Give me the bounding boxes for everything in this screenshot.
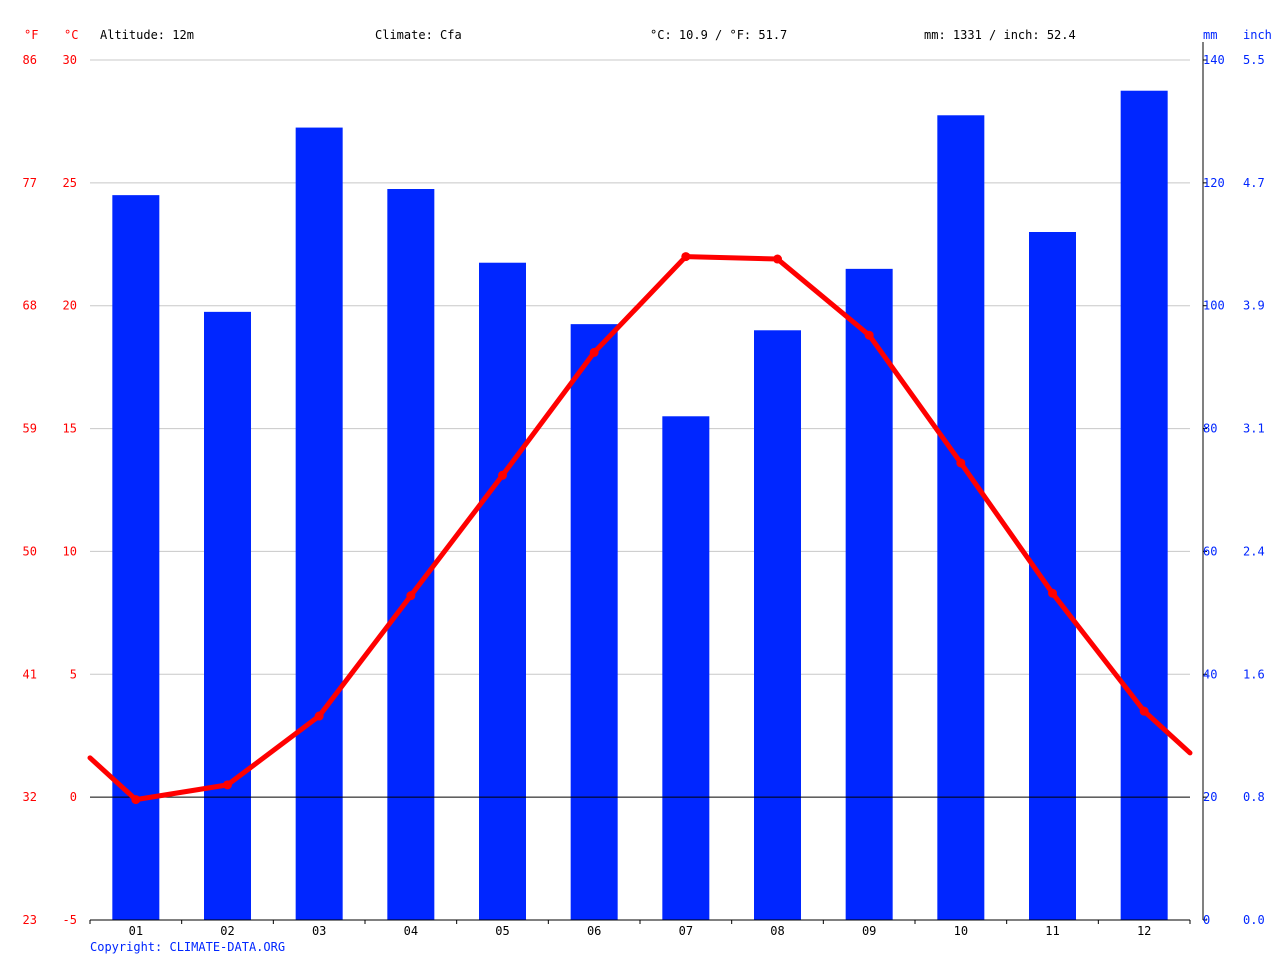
precip-bar-09 — [845, 268, 893, 920]
temp-point-05 — [498, 470, 507, 480]
temp-point-10 — [956, 458, 966, 468]
temp-point-06 — [589, 347, 599, 357]
x-tick-label: 02 — [220, 924, 234, 938]
tick-label-f: 86 — [23, 53, 37, 67]
tick-label-inch: 1.6 — [1243, 667, 1265, 681]
tick-label-c: 10 — [63, 544, 77, 558]
axes — [89, 42, 1207, 924]
tick-label-mm: 140 — [1203, 53, 1225, 67]
tick-label-f: 77 — [23, 176, 37, 190]
tick-label-inch: 5.5 — [1243, 53, 1265, 67]
x-tick-label: 04 — [404, 924, 418, 938]
tick-label-f: 41 — [23, 667, 37, 681]
tick-label-mm: 120 — [1203, 176, 1225, 190]
tick-label-f: 23 — [23, 913, 37, 927]
x-tick-label: 06 — [587, 924, 601, 938]
x-tick-label: 05 — [495, 924, 509, 938]
grid-lines — [90, 59, 1190, 675]
precip-bar-06 — [570, 324, 618, 921]
precip-bar-05 — [479, 262, 526, 920]
unit-celsius-label: °C — [64, 28, 79, 42]
x-tick-label: 01 — [129, 924, 143, 938]
copyright-text: Copyright: CLIMATE-DATA.ORG — [90, 940, 286, 954]
precip-bar-10 — [937, 115, 985, 921]
precip-bar-02 — [204, 311, 251, 920]
temp-point-09 — [864, 330, 874, 340]
tick-label-inch: 2.4 — [1243, 544, 1265, 558]
temperature-polyline — [87, 254, 1193, 803]
tick-label-f: 32 — [23, 790, 37, 804]
tick-label-c: 5 — [70, 667, 77, 681]
tick-label-f: 68 — [23, 299, 37, 313]
temperature-average-label: °C: 10.9 / °F: 51.7 — [650, 28, 788, 42]
precip-bar-08 — [754, 330, 801, 920]
tick-label-c: 20 — [63, 299, 77, 313]
temp-point-11 — [1048, 588, 1057, 598]
tick-label-c: 25 — [63, 176, 77, 190]
tick-label-f: 50 — [23, 544, 37, 558]
temp-point-03 — [314, 711, 324, 721]
temp-point-12 — [1139, 706, 1149, 716]
precip-bar-11 — [1029, 232, 1076, 920]
altitude-label: Altitude: 12m — [100, 28, 194, 42]
x-tick-label: 08 — [770, 924, 784, 938]
tick-label-mm: 0 — [1203, 913, 1210, 927]
tick-label-mm: 20 — [1203, 790, 1217, 804]
precip-bar-07 — [662, 416, 710, 920]
x-tick-label: 12 — [1137, 924, 1151, 938]
temperature-line — [87, 252, 1193, 805]
tick-label-c: 0 — [70, 790, 77, 804]
tick-label-mm: 100 — [1203, 299, 1225, 313]
x-tick-label: 09 — [862, 924, 876, 938]
tick-label-inch: 3.1 — [1243, 422, 1265, 436]
x-tick-label: 03 — [312, 924, 326, 938]
temp-point-02 — [223, 780, 232, 790]
temp-point-01 — [131, 795, 141, 805]
x-tick-label: 07 — [679, 924, 693, 938]
tick-label-inch: 0.8 — [1243, 790, 1265, 804]
tick-label-c: 15 — [63, 422, 77, 436]
tick-label-inch: 4.7 — [1243, 176, 1265, 190]
x-tick-label: 11 — [1045, 924, 1059, 938]
unit-inch-label: inch — [1243, 28, 1272, 42]
precip-bar-01 — [112, 195, 160, 921]
precip-bar-03 — [295, 127, 343, 921]
precip-bar-04 — [387, 189, 435, 920]
temp-point-07 — [681, 252, 691, 262]
precip-bar-12 — [1120, 90, 1168, 920]
tick-label-f: 59 — [23, 422, 37, 436]
x-tick-label: 10 — [954, 924, 968, 938]
unit-fahrenheit-label: °F — [24, 28, 39, 42]
tick-label-c: 30 — [63, 53, 77, 67]
tick-label-mm: 60 — [1203, 544, 1217, 558]
temp-point-04 — [406, 591, 416, 601]
unit-mm-label: mm — [1203, 28, 1218, 42]
tick-label-c: -5 — [63, 913, 77, 927]
precipitation-bars — [112, 90, 1168, 921]
tick-label-mm: 80 — [1203, 422, 1217, 436]
tick-label-inch: 3.9 — [1243, 299, 1265, 313]
temp-point-08 — [773, 254, 782, 264]
climate-label: Climate: Cfa — [375, 28, 462, 42]
precipitation-total-label: mm: 1331 / inch: 52.4 — [924, 28, 1076, 42]
tick-label-inch: 0.0 — [1243, 913, 1265, 927]
tick-label-mm: 40 — [1203, 667, 1217, 681]
